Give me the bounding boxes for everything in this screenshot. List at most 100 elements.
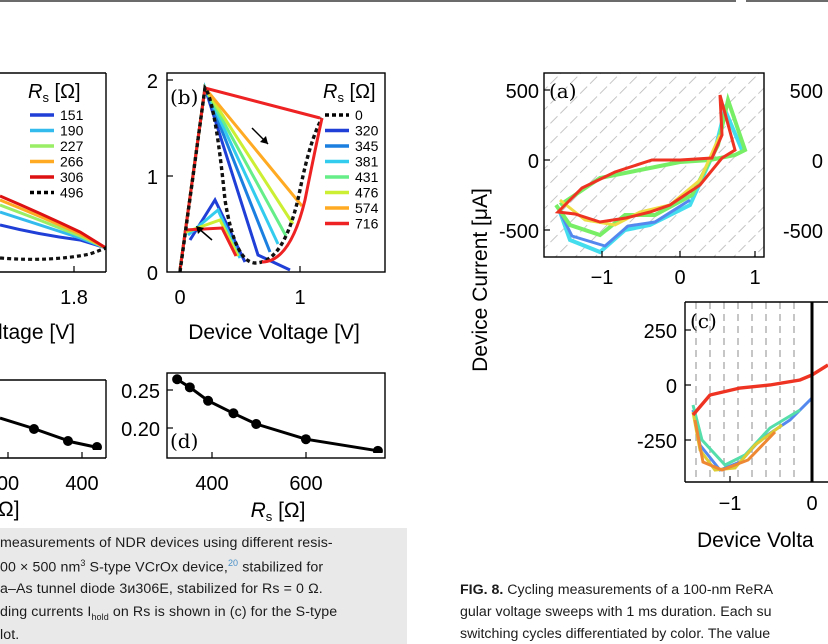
panel-b-legend-label-574: 574	[355, 200, 379, 216]
panel-b-arrow-down-head	[260, 136, 268, 144]
panel-a-curve-151	[0, 223, 106, 250]
panel-b-legend-label-345: 345	[355, 138, 379, 154]
top-rule-right	[746, 0, 828, 2]
panel-b-legend-label-716: 716	[355, 216, 379, 232]
panel-a-curve-266	[0, 198, 106, 250]
caption-right-line-3: switching cycles differentiated by color…	[460, 626, 771, 642]
caption-right-text-1: Cycling measurements of a 100-nm ReRA	[503, 582, 774, 598]
fig8: Device Current [μA] (a) 500 0 -500 −1 0 …	[469, 72, 828, 552]
fig8-c-xtick-0: 0	[806, 493, 817, 515]
panel-d-point	[300, 434, 311, 445]
fig8-c-grid	[691, 302, 828, 482]
caption-right-fig-label: FIG. 8.	[460, 582, 504, 598]
fig8-a-ytick-m500: -500	[499, 221, 539, 243]
panel-d-point	[184, 382, 195, 393]
panel-a-xlabel: ltage [V]	[0, 321, 75, 344]
panel-b-curve-0	[178, 83, 324, 273]
panel-a-legend-label-496: 496	[60, 185, 84, 201]
panel-c-point	[63, 436, 73, 446]
fig8-a-cycle-yellow	[559, 134, 722, 227]
panel-a-legend-label-190: 190	[60, 123, 84, 139]
panel-b-curve-716	[178, 86, 321, 271]
caption-left-line-2b: S-type VCrOx device,	[85, 559, 228, 576]
caption-right-line-1: FIG. 8. Cycling measurements of a 100-nm…	[460, 582, 773, 598]
fig8-a-xtick-1: 1	[749, 267, 760, 289]
fig8-a-xtick-0: 0	[674, 267, 685, 289]
panel-a-curve-306	[0, 194, 106, 250]
panel-d-xlabel: Rs [Ω]	[251, 499, 306, 524]
panel-b-arrow-up-head	[196, 226, 204, 234]
fig8-c-ytick-0: 0	[666, 376, 677, 398]
panel-d-point	[251, 419, 262, 429]
panel-b: (b) 2 1 0 0 1 Device Voltage [V] Rs [Ω] …	[147, 71, 386, 344]
panel-b-ytick-2: 2	[147, 71, 158, 93]
panel-a-legend-title: Rs [Ω]	[28, 81, 81, 105]
panel-c-data	[0, 416, 102, 450]
caption-left-line-2a: 00 × 500 nm	[0, 559, 81, 576]
panel-b-legend-label-0: 0	[355, 107, 363, 123]
panel-a-curve-496	[0, 246, 106, 261]
fig8-c-ytick-m250: -250	[637, 431, 677, 453]
caption-left-line-4: ding currents Ihold on Rs is shown in (c…	[0, 604, 337, 622]
panel-b-xlabel: Device Voltage [V]	[188, 321, 360, 344]
fig8-a-cycle-blue	[556, 198, 691, 248]
panel-b-ytick-1: 1	[147, 167, 158, 189]
caption-left-ref-link[interactable]: 20	[227, 558, 239, 568]
panel-b-xtick-1: 1	[294, 287, 305, 309]
panel-b-label: (b)	[170, 85, 198, 109]
panel-c-xtick-1: 400	[65, 473, 98, 495]
fig8-ylabel: Device Current [μA]	[469, 188, 492, 372]
panel-b-curves	[178, 82, 324, 273]
panel-b-legend-label-381: 381	[355, 154, 379, 170]
panel-a-tick-label: 1.8	[60, 287, 88, 309]
fig8-c-cycle-orange	[693, 419, 777, 472]
panel-b-rising-red	[261, 117, 324, 264]
caption-left-line-1: measurements of NDR devices using differ…	[0, 535, 333, 551]
fig8-c-cycle-green	[691, 404, 801, 467]
panel-a-legend-label-266: 266	[60, 154, 84, 170]
caption-left-line-4b: on Rs is shown in (c) for the S-type	[108, 604, 338, 620]
panel-d-frame	[166, 372, 386, 459]
panel-c-line	[0, 416, 101, 450]
panel-d-xtick-400: 400	[195, 473, 228, 495]
panel-a-legend-label-306: 306	[60, 169, 84, 185]
panel-d: (d) 0.25 0.20 400 600 Rs [Ω]	[121, 372, 386, 524]
panel-b-ytick-0: 0	[147, 263, 158, 285]
caption-right-line-2: gular voltage sweeps with 1 ms duration.…	[460, 604, 772, 620]
panel-d-series-line	[176, 378, 379, 453]
panel-d-point	[203, 395, 214, 406]
caption-left-sub: hold	[91, 611, 109, 622]
fig8-b-ytick-500: 500	[790, 81, 823, 103]
panel-c-point	[92, 442, 102, 450]
panel-a-curves	[0, 194, 106, 261]
fig8-b-ytick-m500: -500	[783, 221, 823, 243]
caption-left-line-5: lot.	[0, 627, 20, 643]
panel-d-ytick-025: 0.25	[121, 381, 160, 403]
panel-d-xtick-600: 600	[289, 473, 322, 495]
top-rule-left	[0, 0, 736, 2]
fig8-b-ytick-0: 0	[812, 151, 823, 173]
fig8-c-label: (c)	[690, 309, 717, 333]
fig8-a-xtick-m1: −1	[591, 267, 614, 289]
caption-left-line-2: 00 × 500 nm3 S-type VCrOx device,20 stab…	[0, 558, 323, 576]
panel-c-xtick-0: 00	[0, 473, 19, 495]
caption-left-sup: 3	[80, 558, 86, 568]
panel-b-legend-label-476: 476	[355, 185, 379, 201]
panel-b-frame	[166, 72, 386, 273]
panel-d-ytick-020: 0.20	[121, 419, 160, 441]
fig8-c-xtick-m1: −1	[719, 493, 742, 515]
caption-left-line-3: a–As tunnel diode 3и306E, stabilized for…	[0, 581, 323, 597]
fig8-c-ytick-250: 250	[644, 321, 677, 343]
panel-a-legend-label-151: 151	[60, 107, 84, 123]
panel-c-point	[29, 424, 39, 434]
fig8-c-cycle-red	[691, 363, 828, 417]
fig8-a-ytick-500: 500	[506, 81, 539, 103]
fig8-a-cycle-red	[554, 94, 737, 224]
panel-a-curve-227	[0, 203, 106, 250]
panel-b-legend-title: Rs [Ω]	[323, 81, 376, 105]
caption-left-box: measurements of NDR devices using differ…	[0, 528, 407, 644]
